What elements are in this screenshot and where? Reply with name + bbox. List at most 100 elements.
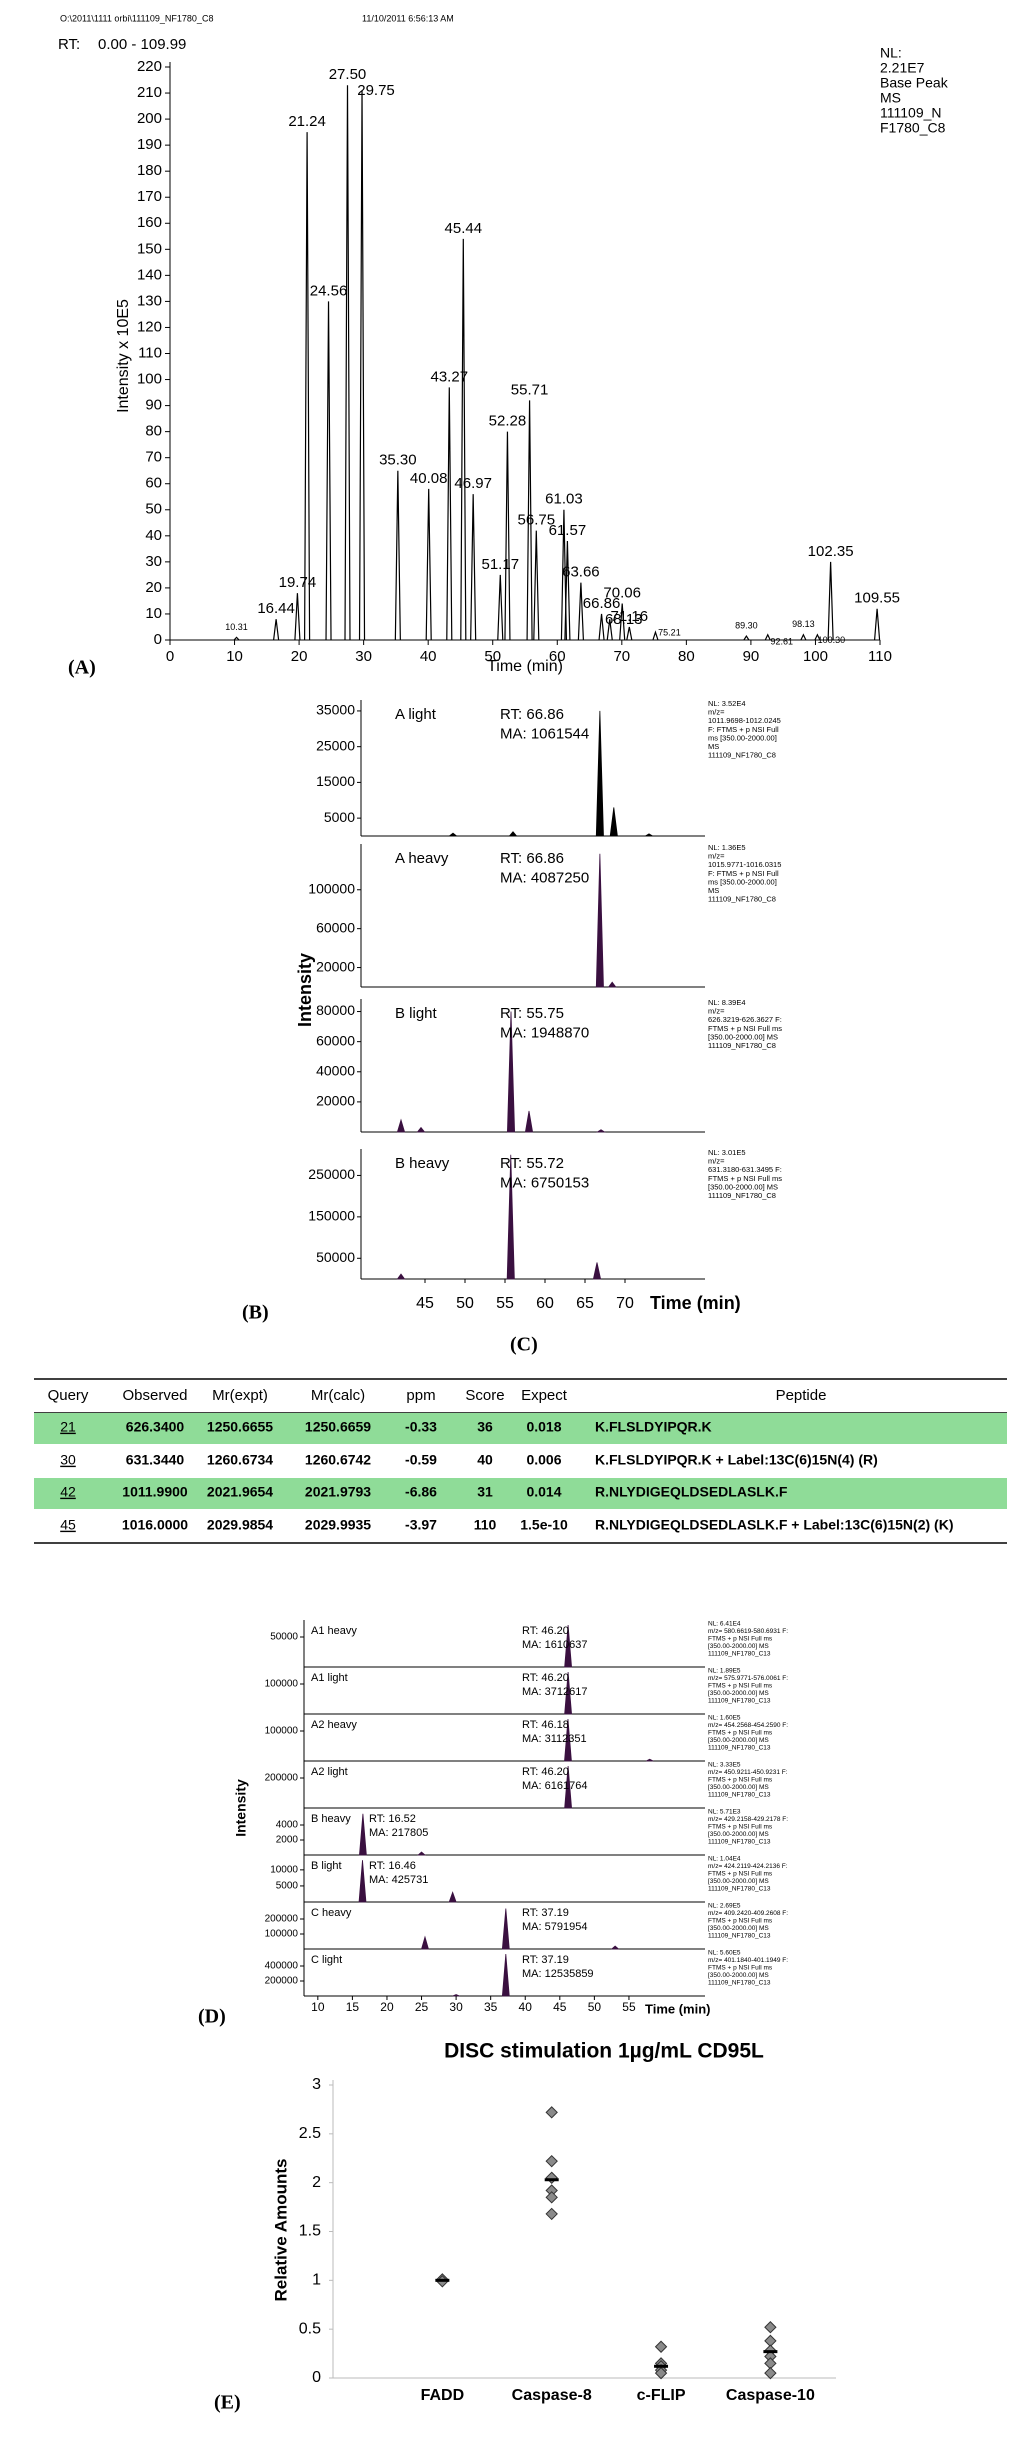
peak xyxy=(564,1765,572,1809)
table-cell: 1.5e-10 xyxy=(520,1517,568,1533)
table-cell: 626.3400 xyxy=(126,1419,185,1435)
data-point xyxy=(654,2340,668,2353)
trace-rt: RT: 37.19 xyxy=(522,1907,569,1919)
y-tick-label: 80000 xyxy=(316,1002,355,1018)
x-tick-label: 15 xyxy=(346,2000,360,2014)
peak xyxy=(592,1262,602,1280)
trace-nl: NL: 1.89E5 xyxy=(708,1668,741,1675)
peak xyxy=(448,1891,457,1903)
query-link: 21 xyxy=(60,1419,76,1435)
trace-nl: FTMS + p NSI Full ms xyxy=(708,1024,782,1033)
peak-label: 55.71 xyxy=(511,381,549,398)
trace-nl: m/z= 424.2119-424.2136 F: xyxy=(708,1863,788,1870)
data-point xyxy=(545,2191,558,2204)
trace-nl: NL: 1.04E4 xyxy=(708,1856,741,1863)
data-point xyxy=(764,2366,777,2380)
trace-nl: NL: 6.41E4 xyxy=(708,1621,741,1628)
x-tick-label: Caspase-10 xyxy=(726,2387,815,2404)
trace-nl: 111109_NF1780_C13 xyxy=(708,1651,771,1658)
trace-nl: FTMS + p NSI Full ms xyxy=(708,1683,773,1690)
trace-rt: RT: 16.52 xyxy=(369,1813,416,1825)
y-tick-label: 2.5 xyxy=(299,2125,321,2142)
trace-nl: 111109_NF1780_C8 xyxy=(708,895,776,904)
peak xyxy=(396,1118,406,1133)
trace-nl: 111109_NF1780_C8 xyxy=(708,751,776,760)
trace-nl: FTMS + p NSI Full ms xyxy=(708,1636,773,1643)
y-tick-label: 200000 xyxy=(265,1914,299,1925)
peak-label: 56.75 xyxy=(518,512,556,529)
trace-nl: NL: 2.69E5 xyxy=(708,1903,741,1910)
trace-nl: FTMS + p NSI Full ms xyxy=(708,1965,773,1972)
x-axis-label: Time (min) xyxy=(487,658,563,675)
peak-label: 46.97 xyxy=(454,475,492,492)
peak xyxy=(344,85,351,641)
peak-label: 61.57 xyxy=(549,522,587,539)
peak xyxy=(303,132,311,641)
trace-ma: MA: 1948870 xyxy=(500,1024,589,1041)
peak xyxy=(421,1935,429,1950)
trace-ma: MA: 6161764 xyxy=(522,1780,587,1792)
table-cell: 2029.9935 xyxy=(305,1517,371,1533)
trace-nl: NL: 1.60E5 xyxy=(708,1715,741,1722)
table-header: Mr(calc) xyxy=(311,1387,365,1404)
nl-info: 111109_N xyxy=(880,105,942,121)
table-header: Query xyxy=(48,1387,89,1404)
peak xyxy=(470,494,477,641)
data-point xyxy=(545,2207,558,2221)
x-tick-label: 45 xyxy=(416,1295,434,1312)
y-tick-label: 200000 xyxy=(265,1773,299,1784)
peak-label: 35.30 xyxy=(379,452,417,469)
peak xyxy=(446,387,453,641)
trace-nl: FTMS + p NSI Full ms xyxy=(708,1871,773,1878)
peak xyxy=(652,630,659,641)
peak xyxy=(425,488,432,641)
x-tick-label: 30 xyxy=(355,648,372,665)
y-tick-label: 2 xyxy=(312,2174,321,2191)
x-tick-label: 40 xyxy=(519,2000,533,2014)
y-tick-label: 20 xyxy=(145,579,162,596)
x-tick-label: c-FLIP xyxy=(637,2387,686,2404)
x-tick-label: 50 xyxy=(456,1295,474,1312)
y-tick-label: 5000 xyxy=(324,809,355,825)
trace-nl: 626.3219-626.3627 F: xyxy=(708,1015,782,1024)
peak xyxy=(359,1813,367,1856)
trace-rt: RT: 46.20 xyxy=(522,1625,569,1637)
peak xyxy=(273,619,280,641)
peak xyxy=(814,633,821,641)
table-cell: -0.33 xyxy=(405,1419,437,1435)
y-tick-label: 10 xyxy=(145,605,162,622)
x-tick-label: 90 xyxy=(743,648,760,665)
trace-nl: NL: 8.39E4 xyxy=(708,998,746,1007)
y-tick-label: 3 xyxy=(312,2076,321,2093)
peak-label: 66.86 xyxy=(583,595,621,612)
peak-label: 92.61 xyxy=(770,636,793,646)
trace-nl: FTMS + p NSI Full ms xyxy=(708,1824,773,1831)
y-axis-label: Relative Amounts xyxy=(271,2159,290,2302)
table-cell: 36 xyxy=(477,1419,493,1435)
peak-label: 102.35 xyxy=(808,543,854,560)
table-cell: R.NLYDIGEQLDSEDLASLK.F + Label:13C(6)15N… xyxy=(595,1517,953,1533)
peak xyxy=(358,1860,367,1903)
data-point xyxy=(545,2171,558,2184)
y-tick-label: 4000 xyxy=(276,1820,299,1831)
panel-label: (B) xyxy=(242,1302,269,1324)
trace-nl: 111109_NF1780_C13 xyxy=(708,1698,771,1705)
x-tick-label: 100 xyxy=(803,648,828,665)
y-tick-label: 20000 xyxy=(316,1093,355,1109)
trace-rt: RT: 16.46 xyxy=(369,1860,416,1872)
peak xyxy=(417,1851,427,1856)
trace-nl: m/z= 429.2158-429.2178 F: xyxy=(708,1816,788,1823)
peak xyxy=(626,626,633,641)
trace-ma: MA: 425731 xyxy=(369,1874,428,1886)
table-cell: 1250.6655 xyxy=(207,1419,273,1435)
trace-nl: m/z= 401.1840-401.1949 F: xyxy=(708,1957,788,1964)
x-tick-label: Caspase-8 xyxy=(512,2387,592,2404)
table-cell: 2021.9793 xyxy=(305,1484,371,1500)
peak xyxy=(506,1154,515,1280)
peak-label: 45.44 xyxy=(445,220,483,237)
trace-nl: FTMS + p NSI Full ms xyxy=(708,1174,782,1183)
trace-nl: [350.00-2000.00] MS xyxy=(708,1032,778,1041)
data-point xyxy=(545,2106,558,2119)
